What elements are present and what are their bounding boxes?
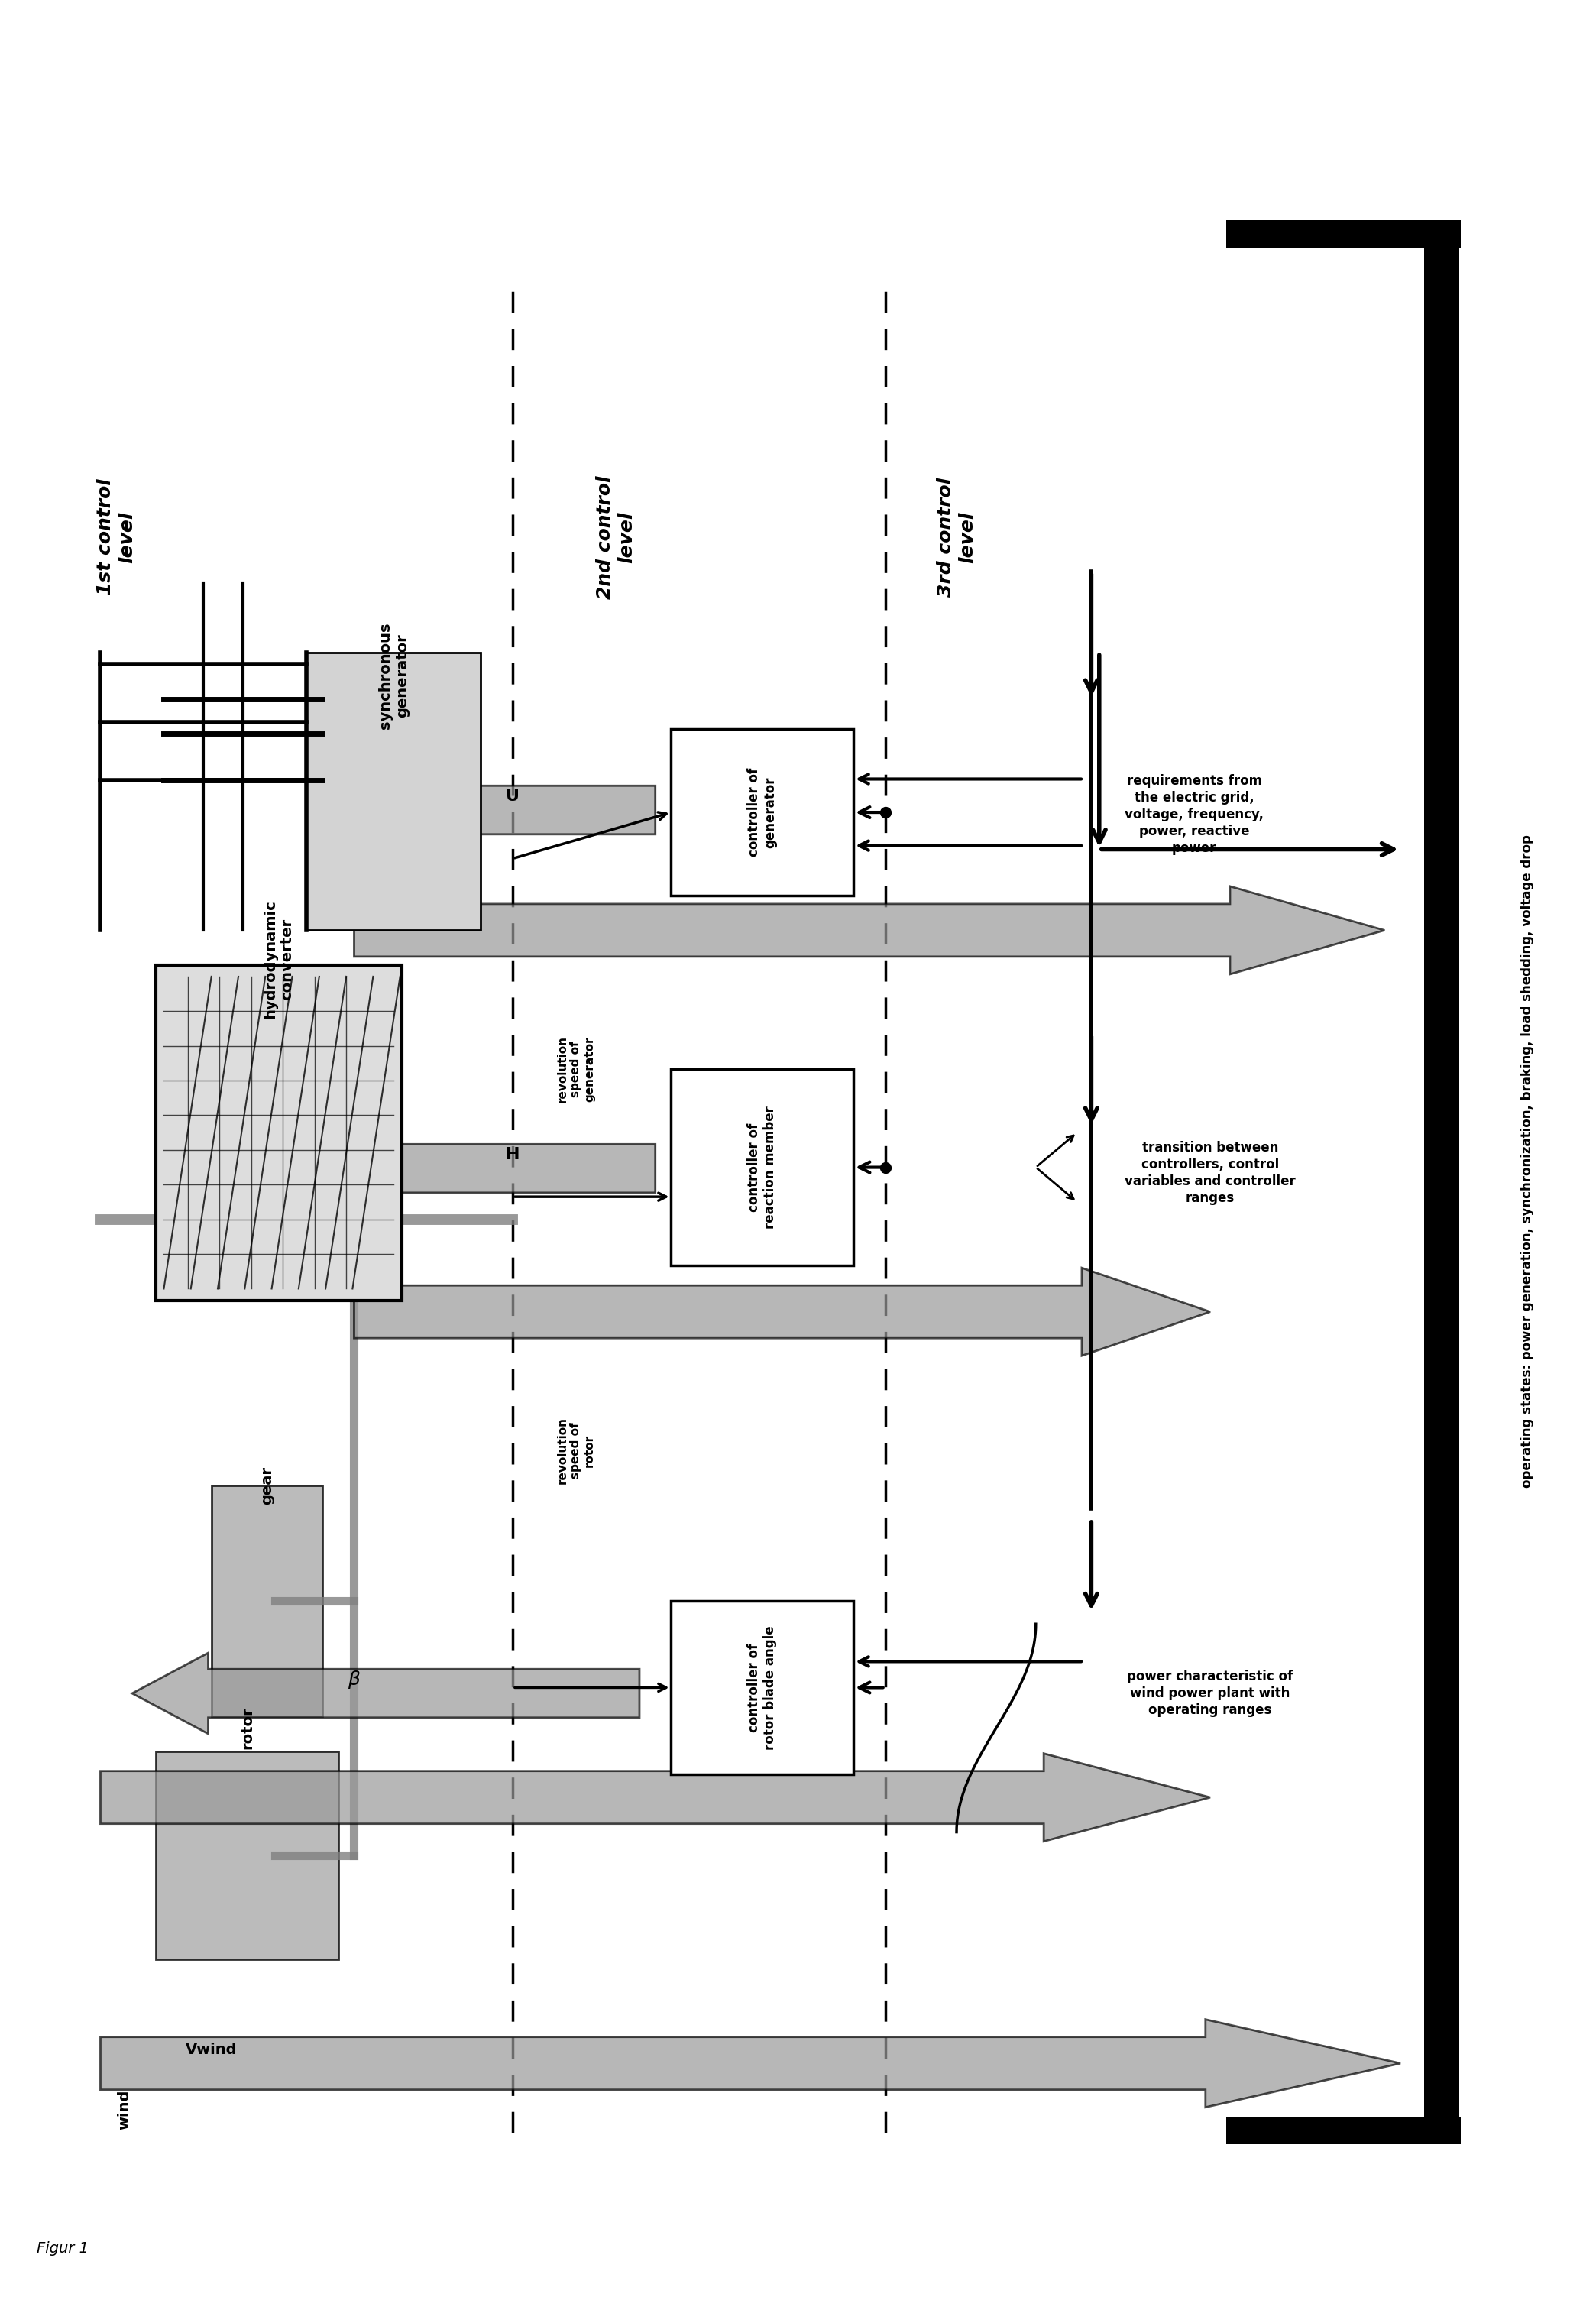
Polygon shape <box>101 2019 1400 2107</box>
Bar <box>211 1484 322 1717</box>
Bar <box>156 1752 338 1958</box>
Text: controller of
rotor blade angle: controller of rotor blade angle <box>747 1626 777 1749</box>
Text: Vwind: Vwind <box>185 2042 238 2056</box>
Text: revolution
speed of
generator: revolution speed of generator <box>557 1036 595 1103</box>
Text: synchronous
generator: synchronous generator <box>378 623 410 729</box>
Polygon shape <box>354 887 1385 973</box>
Text: Figur 1: Figur 1 <box>37 2242 89 2256</box>
Text: $\beta$: $\beta$ <box>348 1668 361 1691</box>
Text: hydrodynamic
converter: hydrodynamic converter <box>263 899 294 1020</box>
Polygon shape <box>132 1654 640 1733</box>
Text: controller of
reaction member: controller of reaction member <box>747 1106 777 1229</box>
Text: 2nd control
level: 2nd control level <box>595 476 635 599</box>
Text: rotor: rotor <box>239 1707 254 1749</box>
Text: wind: wind <box>117 2091 131 2130</box>
Bar <box>1424 230 1459 249</box>
Text: power characteristic of
wind power plant with
operating ranges: power characteristic of wind power plant… <box>1127 1670 1293 1717</box>
Text: transition between
controllers, control
variables and controller
ranges: transition between controllers, control … <box>1125 1141 1296 1206</box>
Bar <box>672 1601 854 1775</box>
Text: gear: gear <box>260 1466 275 1505</box>
Bar <box>672 729 854 897</box>
Polygon shape <box>354 769 656 850</box>
Text: H: H <box>506 1148 520 1162</box>
Text: operating states: power generation, synchronization, braking, load shedding, vol: operating states: power generation, sync… <box>1521 834 1534 1489</box>
Text: requirements from
the electric grid,
voltage, frequency,
power, reactive
power: requirements from the electric grid, vol… <box>1125 774 1264 855</box>
Bar <box>672 1069 854 1266</box>
Bar <box>306 653 480 929</box>
Bar <box>156 964 402 1301</box>
Text: 3rd control
level: 3rd control level <box>937 479 977 597</box>
Text: 1st control
level: 1st control level <box>96 479 136 595</box>
Text: revolution
speed of
rotor: revolution speed of rotor <box>557 1417 595 1484</box>
Text: U: U <box>506 787 520 804</box>
Polygon shape <box>354 1129 656 1208</box>
Bar <box>1226 221 1460 249</box>
Bar <box>1424 2126 1459 2144</box>
Bar <box>1226 2116 1460 2144</box>
Polygon shape <box>354 1268 1210 1357</box>
Bar <box>1424 237 1459 2133</box>
Polygon shape <box>101 1754 1210 1842</box>
Text: controller of
generator: controller of generator <box>747 769 777 857</box>
